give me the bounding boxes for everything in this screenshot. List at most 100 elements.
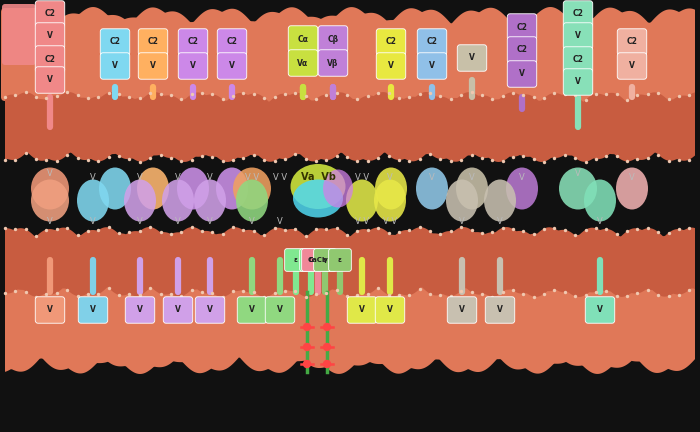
Point (383, 229, 394, 236)
Text: C2: C2 (517, 22, 527, 32)
Point (580, 291, 592, 298)
Ellipse shape (446, 180, 478, 222)
Point (10, 288, 21, 295)
Text: Vβ: Vβ (328, 58, 339, 67)
Text: V: V (249, 305, 255, 314)
Point (258, 232, 270, 238)
Point (331, 286, 342, 293)
FancyBboxPatch shape (300, 249, 322, 271)
Point (559, 226, 570, 233)
Point (83, 95, 94, 102)
Text: V: V (629, 172, 635, 181)
Point (528, 230, 539, 237)
Polygon shape (5, 285, 695, 374)
Point (538, 225, 550, 232)
Point (134, 95, 146, 102)
Text: V: V (175, 172, 181, 181)
FancyBboxPatch shape (2, 4, 36, 65)
Point (372, 154, 384, 161)
Text: V: V (469, 54, 475, 63)
Ellipse shape (616, 168, 648, 210)
FancyBboxPatch shape (163, 297, 193, 323)
Text: V V: V V (355, 217, 369, 226)
Point (300, 293, 312, 300)
Point (445, 292, 456, 299)
Point (372, 90, 384, 97)
Point (31, 233, 42, 240)
Point (559, 91, 570, 98)
Point (549, 155, 560, 162)
Point (197, 228, 208, 235)
Text: V: V (47, 32, 53, 41)
Ellipse shape (346, 180, 378, 222)
Point (518, 290, 529, 297)
Polygon shape (5, 92, 695, 162)
Point (165, 231, 176, 238)
Point (310, 226, 321, 233)
Point (10, 156, 21, 163)
Point (684, 286, 695, 293)
Ellipse shape (31, 168, 69, 210)
Point (622, 158, 633, 165)
Point (518, 153, 529, 160)
Point (51, 226, 62, 233)
Point (435, 156, 446, 162)
Point (342, 154, 353, 161)
Point (404, 292, 415, 299)
Point (456, 287, 467, 294)
Text: V: V (459, 217, 465, 226)
Point (62, 225, 73, 232)
Point (466, 89, 477, 96)
Circle shape (304, 360, 311, 368)
Point (83, 227, 94, 234)
Point (31, 156, 42, 163)
Point (279, 156, 290, 162)
Point (72, 92, 83, 99)
Point (10, 92, 21, 98)
Point (197, 153, 208, 160)
Point (238, 154, 249, 161)
Text: V V: V V (245, 172, 259, 181)
Point (300, 155, 312, 162)
Point (310, 290, 321, 297)
Text: V: V (190, 61, 196, 70)
Point (673, 291, 685, 298)
Point (228, 224, 239, 231)
Point (103, 153, 114, 160)
Point (632, 225, 643, 232)
Point (445, 95, 456, 102)
Point (113, 292, 125, 299)
Point (342, 231, 353, 238)
Point (321, 226, 332, 233)
Point (51, 157, 62, 164)
Point (269, 94, 280, 101)
Point (248, 227, 260, 234)
Point (217, 293, 228, 300)
Point (124, 229, 135, 236)
Point (186, 91, 197, 98)
Point (476, 291, 487, 298)
Text: CaCb: CaCb (308, 257, 328, 263)
Point (155, 229, 166, 235)
FancyBboxPatch shape (585, 297, 615, 323)
FancyBboxPatch shape (329, 249, 351, 271)
Text: V: V (459, 305, 465, 314)
Text: Cβ: Cβ (328, 35, 339, 44)
Point (486, 95, 498, 102)
Point (622, 228, 633, 235)
Text: C2: C2 (227, 38, 237, 47)
Point (0, 156, 10, 163)
Point (352, 227, 363, 234)
FancyBboxPatch shape (564, 69, 593, 95)
Point (92, 291, 104, 298)
Point (590, 90, 601, 97)
Point (103, 224, 114, 231)
Point (279, 90, 290, 97)
Point (414, 224, 426, 231)
Text: V: V (497, 305, 503, 314)
Point (10, 226, 21, 233)
Point (632, 92, 643, 98)
Text: V: V (175, 305, 181, 314)
Point (331, 225, 342, 232)
Text: V: V (47, 169, 53, 178)
